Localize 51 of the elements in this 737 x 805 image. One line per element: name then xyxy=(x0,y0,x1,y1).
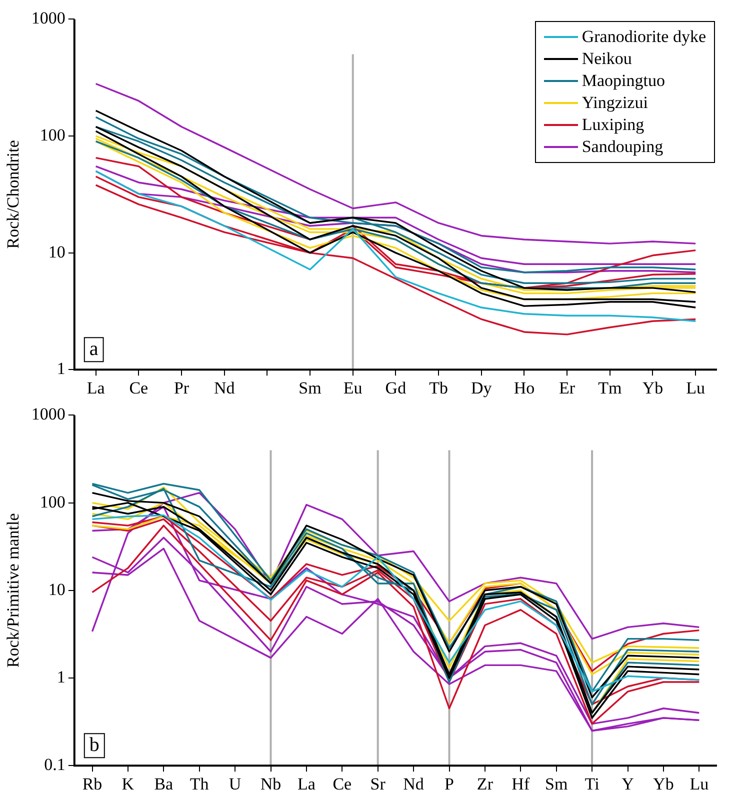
x-tick-label: Yb xyxy=(653,774,674,794)
legend-label: Sandouping xyxy=(582,136,664,158)
y-tick-label: 100 xyxy=(40,125,66,144)
x-tick-label: Er xyxy=(559,378,576,398)
legend-label: Granodiorite dyke xyxy=(582,26,706,48)
y-tick-label: 10 xyxy=(48,242,66,262)
x-tick-label: Tm xyxy=(598,378,622,398)
x-tick-label: Ce xyxy=(332,774,352,794)
legend-label: Yingzizui xyxy=(582,92,648,114)
x-tick-label: Zr xyxy=(476,774,494,794)
x-tick-label: La xyxy=(86,378,106,398)
y-tick-label: 1 xyxy=(56,359,66,378)
x-tick-label: Y xyxy=(622,774,634,794)
x-tick-label: Sm xyxy=(545,774,568,794)
x-tick-label: Hf xyxy=(512,774,530,794)
x-tick-label: Sr xyxy=(370,774,386,794)
x-tick-label: Nd xyxy=(214,378,236,398)
x-tick-label: Dy xyxy=(470,378,492,398)
x-tick-label: Lu xyxy=(690,774,710,794)
x-tick-label: P xyxy=(444,774,454,794)
y-tick-label: 10 xyxy=(48,580,66,599)
y-axis-title: Rock/Primitive mantle xyxy=(4,513,23,668)
x-tick-label: K xyxy=(122,774,135,794)
y-tick-label: 1 xyxy=(56,667,66,686)
legend-label: Luxiping xyxy=(582,114,644,136)
x-tick-label: Tb xyxy=(429,378,448,398)
x-tick-label: Ba xyxy=(154,774,174,794)
x-tick-label: Gd xyxy=(385,378,407,398)
y-tick-label: 1000 xyxy=(31,8,66,28)
x-tick-label: Yb xyxy=(642,378,664,398)
x-tick-label: La xyxy=(297,774,316,794)
x-tick-label: Eu xyxy=(343,378,363,398)
x-tick-label: Sm xyxy=(298,378,322,398)
x-tick-label: Nd xyxy=(403,774,424,794)
annotation: a xyxy=(89,338,98,360)
y-axis-title: Rock/Chondrite xyxy=(4,140,23,249)
x-tick-label: Lu xyxy=(686,378,706,398)
x-tick-label: U xyxy=(228,774,242,794)
annotation: b xyxy=(89,734,100,756)
x-tick-label: Ce xyxy=(129,378,148,398)
y-tick-label: 100 xyxy=(40,492,66,512)
x-tick-label: Rb xyxy=(82,774,102,794)
x-tick-label: Nb xyxy=(260,774,282,794)
x-tick-label: Th xyxy=(190,774,210,794)
y-tick-label: 0.1 xyxy=(44,755,66,774)
x-tick-label: Pr xyxy=(174,378,190,398)
x-tick-label: Ho xyxy=(514,378,535,398)
y-tick-label: 1000 xyxy=(31,404,66,424)
x-tick-label: Ti xyxy=(584,774,600,794)
legend-label: Maopingtuo xyxy=(582,70,665,92)
legend-label: Neikou xyxy=(582,48,632,70)
